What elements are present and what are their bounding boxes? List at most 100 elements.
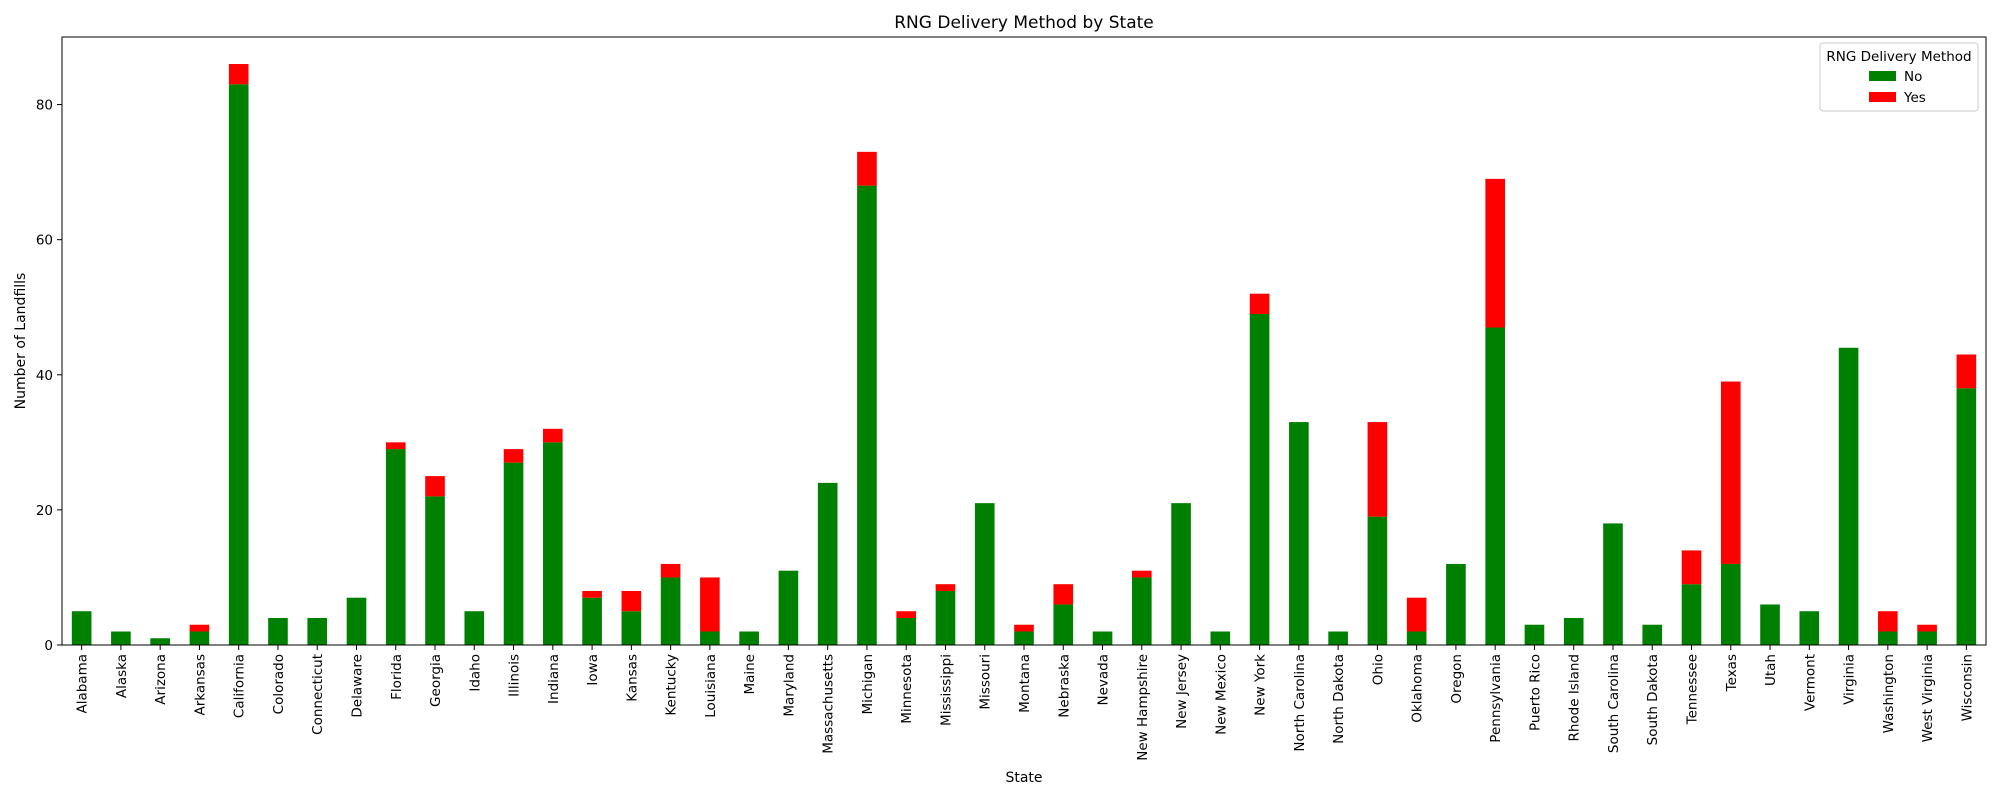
bar-south-carolina-no	[1603, 523, 1623, 645]
plot-frame	[61, 36, 1987, 646]
x-tick-label-washington: Washington	[1881, 654, 1897, 733]
x-tick-label-louisiana: Louisiana	[703, 654, 719, 718]
bar-west-virginia-no	[1917, 631, 1937, 645]
x-tick-label-mississippi: Mississippi	[938, 654, 954, 726]
x-tick-label-arkansas: Arkansas	[192, 654, 208, 716]
bar-montana-no	[1014, 631, 1034, 645]
x-tick-label-north-dakota: North Dakota	[1331, 654, 1347, 744]
bar-vermont-no	[1799, 611, 1820, 645]
x-tick-label-new-mexico: New Mexico	[1213, 654, 1229, 735]
x-tick-label-minnesota: Minnesota	[899, 654, 915, 724]
bar-washington-yes	[1878, 611, 1898, 632]
x-tick-label-texas: Texas	[1724, 654, 1740, 692]
bar-washington-no	[1878, 631, 1898, 645]
bar-minnesota-no	[896, 617, 917, 645]
x-tick-label-montana: Montana	[1017, 654, 1033, 713]
legend-swatch-no	[1869, 71, 1896, 81]
bar-texas-no	[1720, 563, 1741, 645]
bar-arizona-no	[150, 638, 170, 645]
bar-alabama-no	[71, 611, 92, 645]
x-tick-label-kentucky: Kentucky	[664, 654, 680, 716]
x-tick-label-utah: Utah	[1763, 654, 1779, 686]
bar-south-dakota-no	[1642, 624, 1663, 645]
bar-new-york-no	[1249, 313, 1270, 645]
bar-missouri-no	[974, 503, 995, 645]
bar-arkansas-yes	[189, 624, 210, 632]
x-tick-label-maine: Maine	[742, 654, 758, 695]
bar-new-mexico-no	[1210, 631, 1231, 645]
bar-north-dakota-no	[1328, 631, 1348, 645]
bar-nebraska-yes	[1053, 584, 1074, 605]
x-tick-label-oklahoma: Oklahoma	[1410, 654, 1426, 723]
x-tick-label-kansas: Kansas	[624, 654, 640, 702]
bar-pennsylvania-yes	[1485, 178, 1505, 328]
bar-california-no	[228, 84, 249, 646]
bar-minnesota-yes	[896, 611, 917, 618]
x-tick-label-delaware: Delaware	[349, 654, 365, 718]
x-tick-label-new-hampshire: New Hampshire	[1135, 654, 1151, 761]
bar-mississippi-yes	[935, 584, 956, 591]
x-tick-label-colorado: Colorado	[271, 654, 287, 714]
x-tick-label-alaska: Alaska	[114, 654, 130, 698]
legend: RNG Delivery Method No Yes	[1819, 42, 1979, 112]
bar-illinois-no	[503, 462, 524, 645]
legend-label-yes: Yes	[1903, 90, 1926, 106]
bar-maryland-no	[778, 570, 799, 645]
bar-maine-no	[739, 631, 759, 645]
bar-idaho-no	[464, 611, 485, 645]
bar-michigan-yes	[857, 151, 877, 186]
chart-title: RNG Delivery Method by State	[894, 13, 1154, 33]
legend-label-no: No	[1904, 69, 1922, 85]
bar-kentucky-no	[660, 577, 681, 645]
bar-michigan-no	[857, 185, 877, 645]
y-tick-label-40: 40	[36, 368, 53, 384]
legend-swatch-yes	[1869, 92, 1896, 102]
y-axis-label: Number of Landfills	[13, 273, 29, 410]
bar-tennessee-yes	[1681, 550, 1702, 585]
x-tick-label-iowa: Iowa	[585, 654, 601, 686]
y-tick-label-20: 20	[36, 503, 53, 519]
bar-nevada-no	[1092, 631, 1113, 645]
x-tick-label-ohio: Ohio	[1370, 654, 1386, 685]
bar-indiana-no	[543, 442, 563, 645]
bar-new-jersey-no	[1171, 503, 1191, 645]
x-tick-label-missouri: Missouri	[978, 654, 994, 710]
bar-iowa-no	[582, 597, 602, 645]
bar-virginia-no	[1838, 347, 1859, 645]
bar-texas-yes	[1720, 381, 1741, 564]
bar-oregon-no	[1446, 563, 1466, 645]
bar-california-yes	[228, 64, 249, 85]
bar-utah-no	[1760, 604, 1780, 645]
bar-kansas-yes	[621, 590, 642, 612]
x-tick-label-indiana: Indiana	[546, 654, 562, 704]
bar-puerto-rico-no	[1524, 624, 1545, 645]
bar-mississippi-no	[935, 590, 956, 645]
bar-west-virginia-yes	[1917, 624, 1937, 632]
bar-alaska-no	[111, 631, 131, 645]
y-axis: 0 20 40 60 80	[36, 98, 62, 654]
x-tick-label-connecticut: Connecticut	[310, 654, 326, 735]
bar-ohio-yes	[1367, 422, 1388, 517]
legend-frame	[1819, 42, 1979, 112]
x-axis-label: State	[1005, 770, 1042, 786]
x-tick-label-oregon: Oregon	[1449, 654, 1465, 704]
bar-illinois-yes	[503, 449, 524, 463]
bar-kentucky-yes	[660, 563, 681, 578]
bar-north-carolina-no	[1289, 422, 1309, 645]
bar-new-hampshire-no	[1131, 577, 1152, 645]
x-tick-label-maryland: Maryland	[781, 654, 797, 717]
y-tick-label-60: 60	[36, 233, 53, 249]
bar-iowa-yes	[582, 590, 602, 598]
x-tick-label-south-carolina: South Carolina	[1606, 654, 1622, 753]
x-tick-label-pennsylvania: Pennsylvania	[1488, 654, 1504, 743]
x-tick-label-rhode-island: Rhode Island	[1567, 654, 1583, 742]
bar-new-hampshire-yes	[1131, 570, 1152, 578]
bar-wisconsin-no	[1956, 388, 1977, 645]
bar-rhode-island-no	[1563, 617, 1584, 645]
bar-georgia-no	[425, 496, 445, 645]
bar-oklahoma-no	[1406, 631, 1427, 645]
x-axis: Alabama Alaska Arizona Arkansas California Co…	[75, 645, 1975, 761]
x-tick-label-tennessee: Tennessee	[1685, 654, 1701, 725]
bar-georgia-yes	[425, 476, 445, 497]
